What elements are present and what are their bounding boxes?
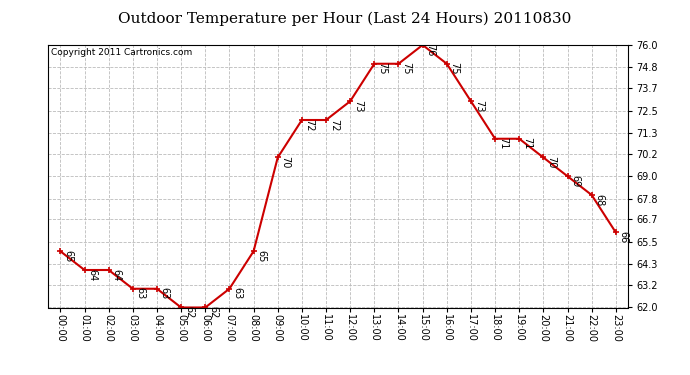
Text: 70: 70 bbox=[546, 156, 556, 168]
Text: 66: 66 bbox=[619, 231, 629, 243]
Text: 76: 76 bbox=[426, 44, 435, 56]
Text: 73: 73 bbox=[353, 100, 363, 112]
Text: 68: 68 bbox=[595, 194, 604, 206]
Text: 75: 75 bbox=[377, 62, 387, 75]
Text: 72: 72 bbox=[305, 118, 315, 131]
Text: 63: 63 bbox=[136, 287, 146, 300]
Text: 75: 75 bbox=[450, 62, 460, 75]
Text: 63: 63 bbox=[160, 287, 170, 300]
Text: 63: 63 bbox=[233, 287, 242, 300]
Text: Outdoor Temperature per Hour (Last 24 Hours) 20110830: Outdoor Temperature per Hour (Last 24 Ho… bbox=[118, 11, 572, 26]
Text: 71: 71 bbox=[522, 137, 532, 150]
Text: 65: 65 bbox=[257, 250, 266, 262]
Text: 72: 72 bbox=[329, 118, 339, 131]
Text: 62: 62 bbox=[208, 306, 218, 318]
Text: Copyright 2011 Cartronics.com: Copyright 2011 Cartronics.com bbox=[51, 48, 193, 57]
Text: 62: 62 bbox=[184, 306, 194, 318]
Text: 69: 69 bbox=[571, 175, 580, 187]
Text: 75: 75 bbox=[402, 62, 411, 75]
Text: 64: 64 bbox=[112, 268, 121, 281]
Text: 64: 64 bbox=[88, 268, 97, 281]
Text: 73: 73 bbox=[474, 100, 484, 112]
Text: 70: 70 bbox=[281, 156, 290, 168]
Text: 65: 65 bbox=[63, 250, 73, 262]
Text: 71: 71 bbox=[498, 137, 508, 150]
